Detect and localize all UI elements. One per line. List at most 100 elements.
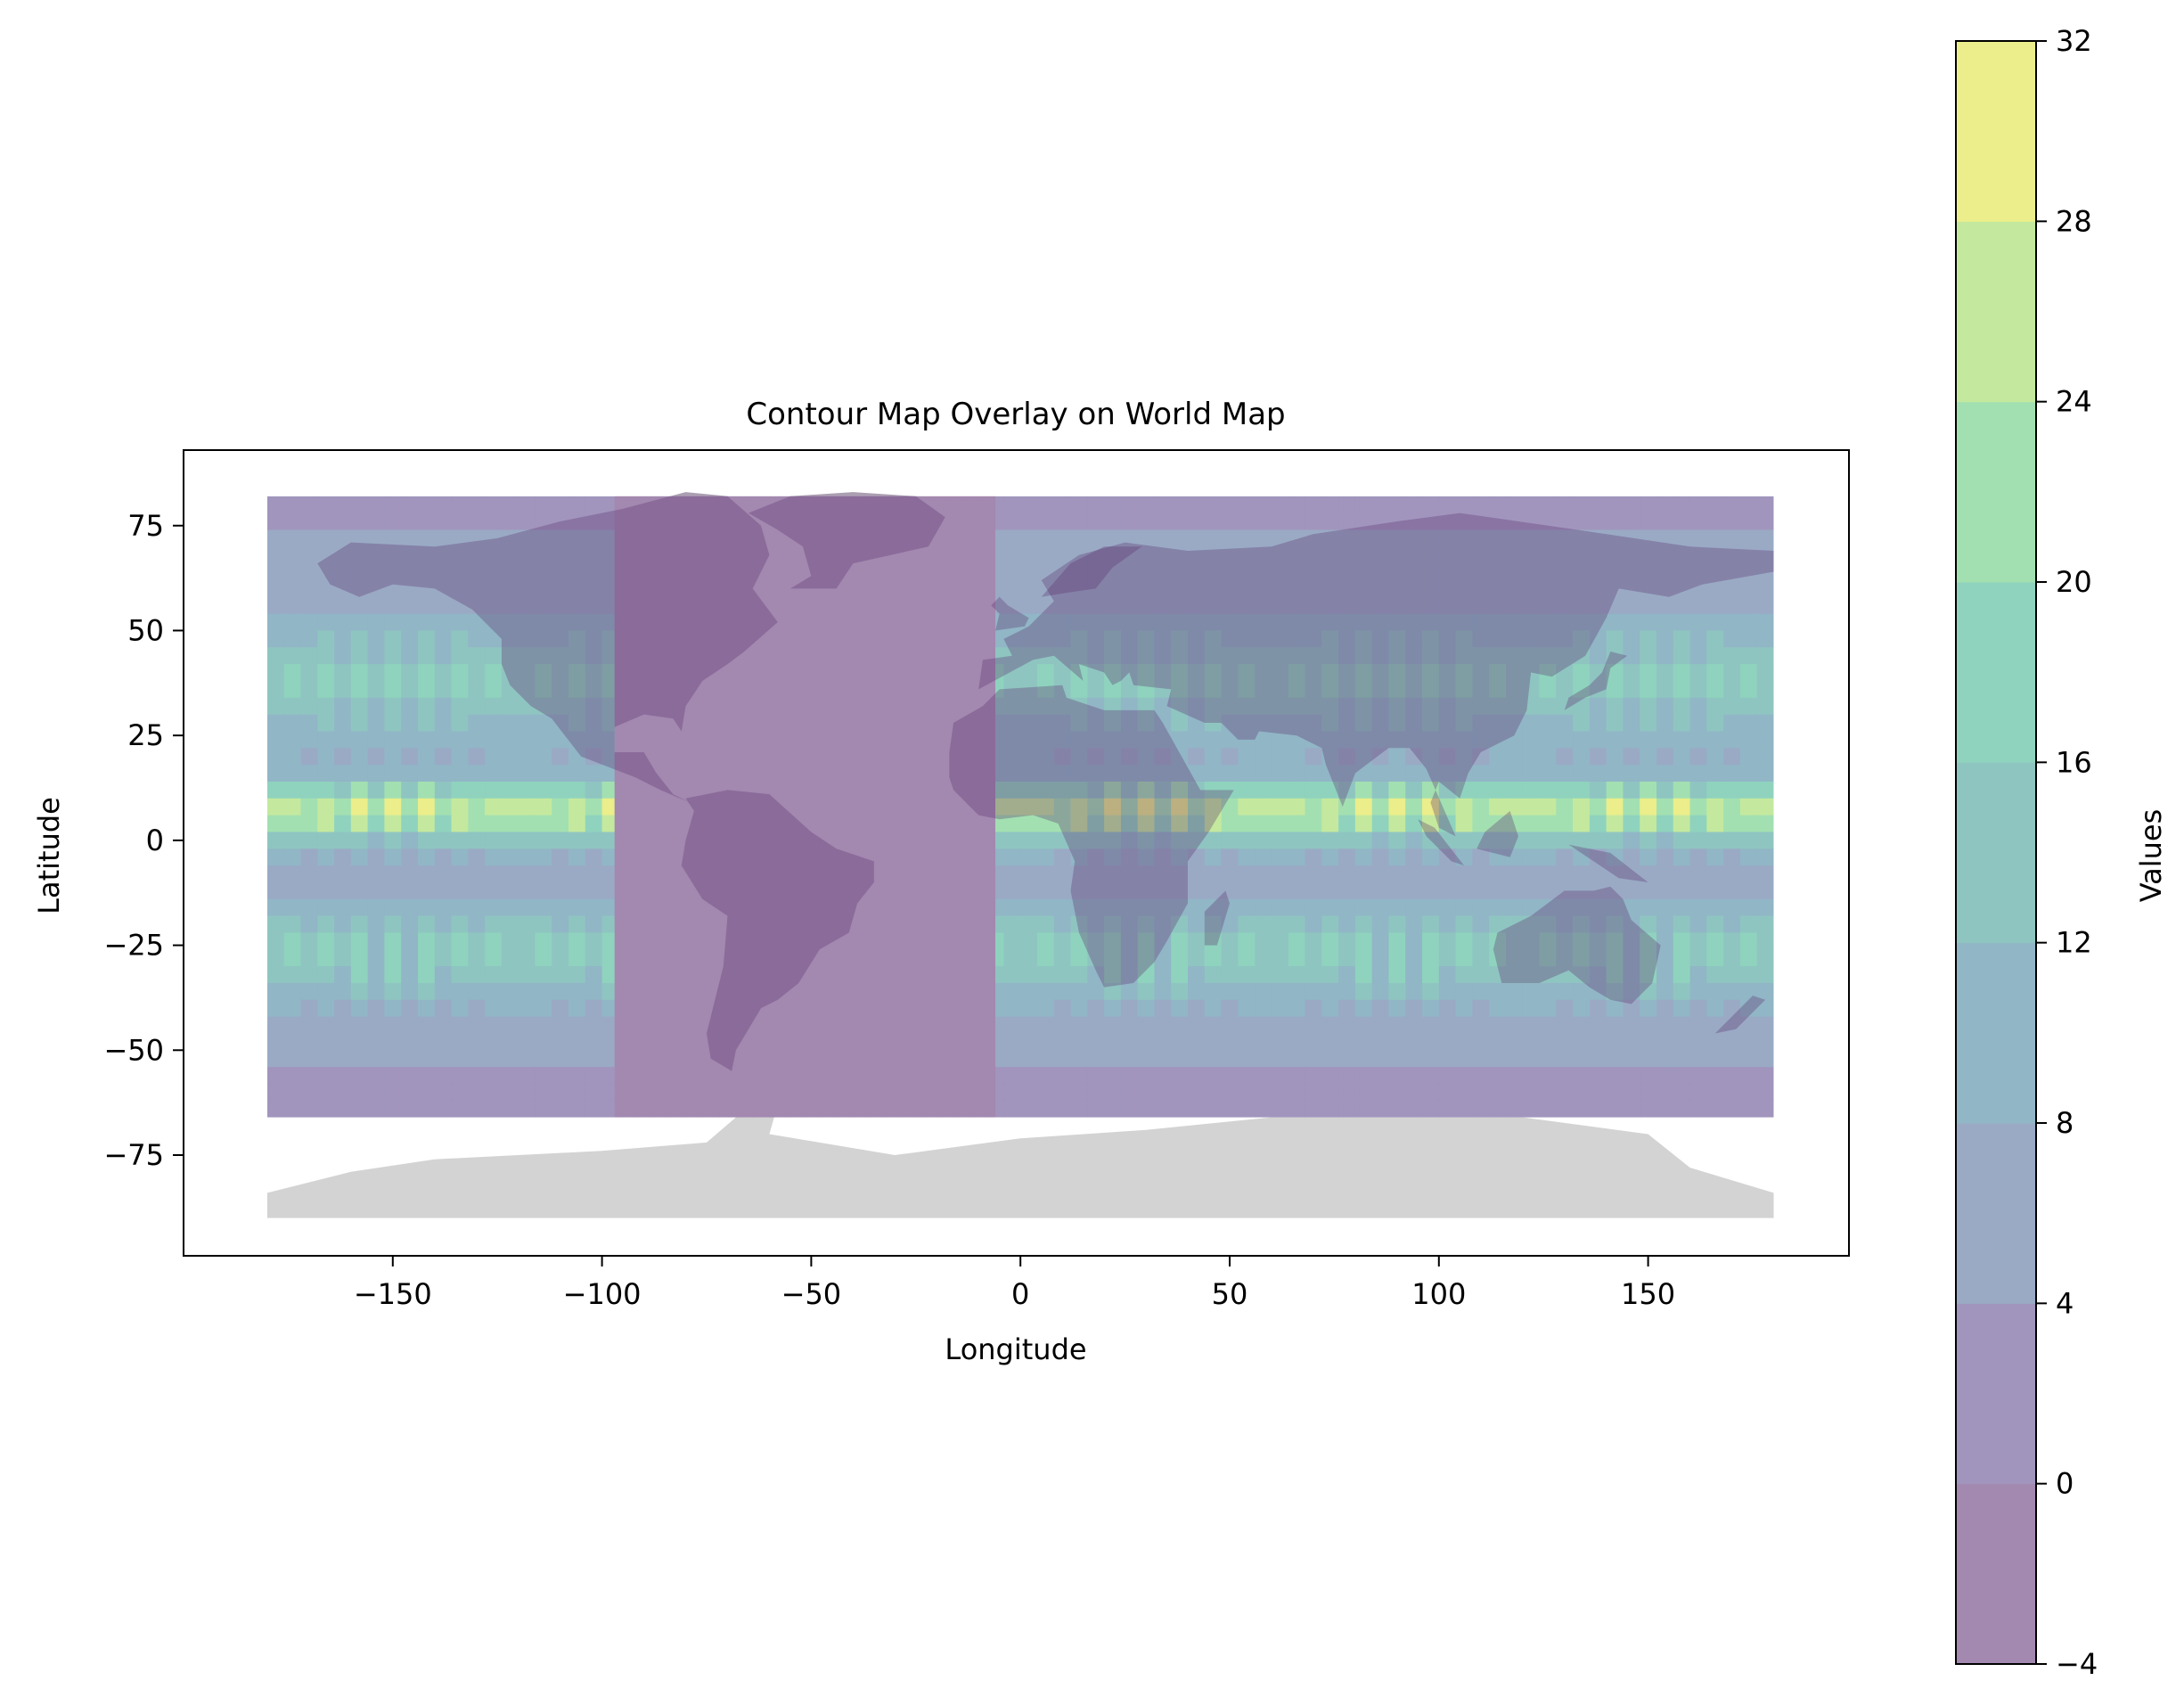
- contour-cell: [1539, 697, 1557, 716]
- land-shade-scandinavia-baltic: [1041, 546, 1142, 597]
- contour-cell: [1573, 881, 1591, 900]
- contour-cell: [1505, 748, 1524, 766]
- contour-cell: [367, 1016, 386, 1035]
- contour-cell: [1556, 999, 1574, 1018]
- contour-cell: [1120, 1033, 1139, 1051]
- contour-cell: [1640, 1100, 1657, 1118]
- contour-cell: [384, 748, 402, 766]
- contour-cell: [1522, 630, 1541, 648]
- contour-cell: [485, 1067, 503, 1085]
- contour-cell: [485, 563, 503, 581]
- contour-cell: [1438, 865, 1457, 883]
- land-shade-sumatra: [1418, 819, 1464, 866]
- contour-cell: [1070, 982, 1088, 1001]
- contour-cell: [552, 1100, 569, 1118]
- contour-cell: [451, 832, 469, 849]
- contour-cell: [518, 1067, 536, 1085]
- contour-cell: [1505, 798, 1524, 816]
- contour-cell: [1438, 680, 1457, 699]
- contour-cell: [1221, 815, 1239, 833]
- contour-cell: [367, 1050, 386, 1068]
- contour-cell: [300, 949, 318, 967]
- land-shade-africa: [949, 684, 1234, 988]
- contour-cell: [1656, 1016, 1674, 1035]
- contour-cell: [1003, 647, 1021, 665]
- contour-cell: [535, 1067, 552, 1085]
- contour-cell: [300, 815, 318, 833]
- contour-cell: [1556, 966, 1574, 984]
- contour-cell: [1204, 563, 1223, 581]
- x-tick-label: −150: [354, 1277, 432, 1311]
- contour-cell: [266, 1016, 285, 1035]
- contour-cell: [417, 815, 436, 833]
- contour-cell: [1288, 563, 1306, 581]
- contour-cell: [1120, 714, 1139, 733]
- contour-cell: [585, 949, 603, 967]
- contour-cell: [1723, 815, 1741, 833]
- contour-cell: [1321, 748, 1339, 766]
- contour-cell: [1739, 1033, 1758, 1051]
- contour-cell: [1036, 613, 1055, 632]
- contour-cell: [417, 731, 436, 749]
- contour-cell: [1305, 496, 1322, 514]
- contour-cell: [568, 529, 586, 547]
- contour-cell: [1640, 848, 1657, 866]
- contour-cell: [518, 680, 536, 699]
- contour-cell: [367, 697, 386, 716]
- contour-cell: [1756, 512, 1774, 531]
- contour-cell: [1489, 680, 1507, 699]
- contour-cell: [1371, 664, 1390, 682]
- contour-cell: [1338, 496, 1356, 514]
- contour-cell: [1489, 815, 1507, 833]
- contour-cell: [266, 881, 285, 900]
- contour-cell: [1070, 798, 1088, 816]
- contour-cell: [1723, 832, 1741, 849]
- contour-cell: [1689, 798, 1707, 816]
- contour-cell: [568, 546, 586, 564]
- contour-cell: [1656, 647, 1674, 665]
- contour-cell: [552, 1050, 569, 1068]
- contour-cell: [1606, 898, 1624, 917]
- contour-cell: [1656, 949, 1674, 967]
- contour-cell: [350, 832, 369, 849]
- contour-cell: [1438, 1050, 1457, 1068]
- contour-cell: [468, 798, 486, 816]
- contour-cell: [1522, 714, 1541, 733]
- contour-cell: [1623, 999, 1640, 1018]
- contour-cell: [350, 1067, 369, 1085]
- contour-cell: [501, 1100, 519, 1118]
- contour-cell: [1656, 966, 1674, 984]
- contour-cell: [283, 915, 302, 934]
- contour-cell: [518, 865, 536, 883]
- contour-cell: [1522, 932, 1541, 950]
- contour-cell: [485, 881, 503, 900]
- contour-cell: [1673, 781, 1691, 799]
- contour-cell: [367, 781, 386, 799]
- contour-cell: [1723, 596, 1741, 615]
- contour-cell: [1087, 680, 1105, 699]
- contour-cell: [468, 1067, 486, 1085]
- contour-cell: [1706, 1100, 1724, 1118]
- contour-cell: [1723, 748, 1741, 766]
- contour-cell: [266, 647, 285, 665]
- contour-cell: [334, 647, 352, 665]
- contour-cell: [1171, 596, 1189, 615]
- contour-cell: [266, 1100, 285, 1118]
- contour-cell: [1070, 748, 1088, 766]
- contour-cell: [1104, 1016, 1122, 1035]
- contour-cell: [1137, 999, 1156, 1018]
- contour-cell: [1354, 932, 1373, 950]
- contour-cell: [1221, 563, 1239, 581]
- contour-cell: [1689, 949, 1707, 967]
- contour-cell: [535, 529, 552, 547]
- contour-cell: [1087, 915, 1105, 934]
- contour-cell: [1706, 1050, 1724, 1068]
- contour-cell: [1573, 664, 1591, 682]
- colorbar-segment: [1956, 1303, 2036, 1485]
- contour-cell: [283, 982, 302, 1001]
- contour-cell: [1371, 898, 1390, 917]
- contour-cell: [1305, 881, 1322, 900]
- contour-cell: [1656, 832, 1674, 849]
- contour-cell: [1438, 881, 1457, 900]
- contour-cell: [384, 563, 402, 581]
